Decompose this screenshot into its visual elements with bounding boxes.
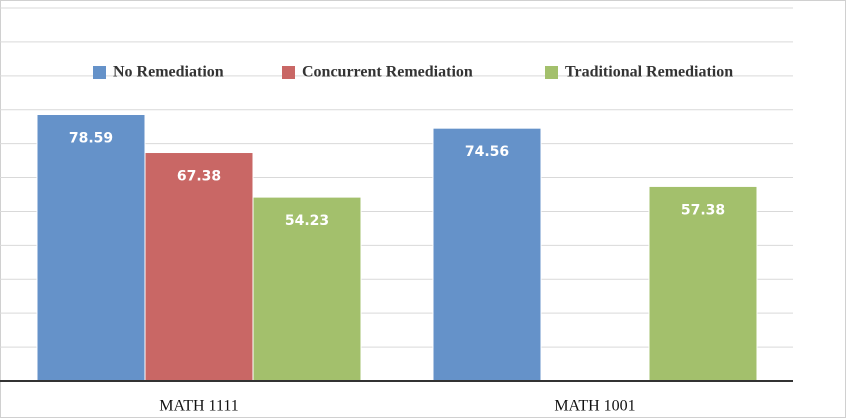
bar <box>432 127 542 382</box>
legend-swatch <box>93 66 106 79</box>
bar <box>144 152 254 382</box>
value-label: 78.59 <box>69 131 113 147</box>
legend-swatch <box>282 66 295 79</box>
bar <box>36 114 146 382</box>
bar <box>648 185 758 382</box>
x-tick-label: MATH 1001 <box>554 398 635 415</box>
x-tick-label: MATH 1111 <box>159 398 239 415</box>
value-label: 57.38 <box>681 202 725 218</box>
value-label: 67.38 <box>177 169 221 185</box>
legend-label: Traditional Remediation <box>565 64 733 81</box>
bar <box>252 196 362 382</box>
value-label: 54.23 <box>285 213 329 229</box>
legend-swatch <box>545 66 558 79</box>
value-label: 74.56 <box>465 144 509 160</box>
legend-label: Concurrent Remediation <box>302 64 473 81</box>
legend-label: No Remediation <box>113 64 224 81</box>
